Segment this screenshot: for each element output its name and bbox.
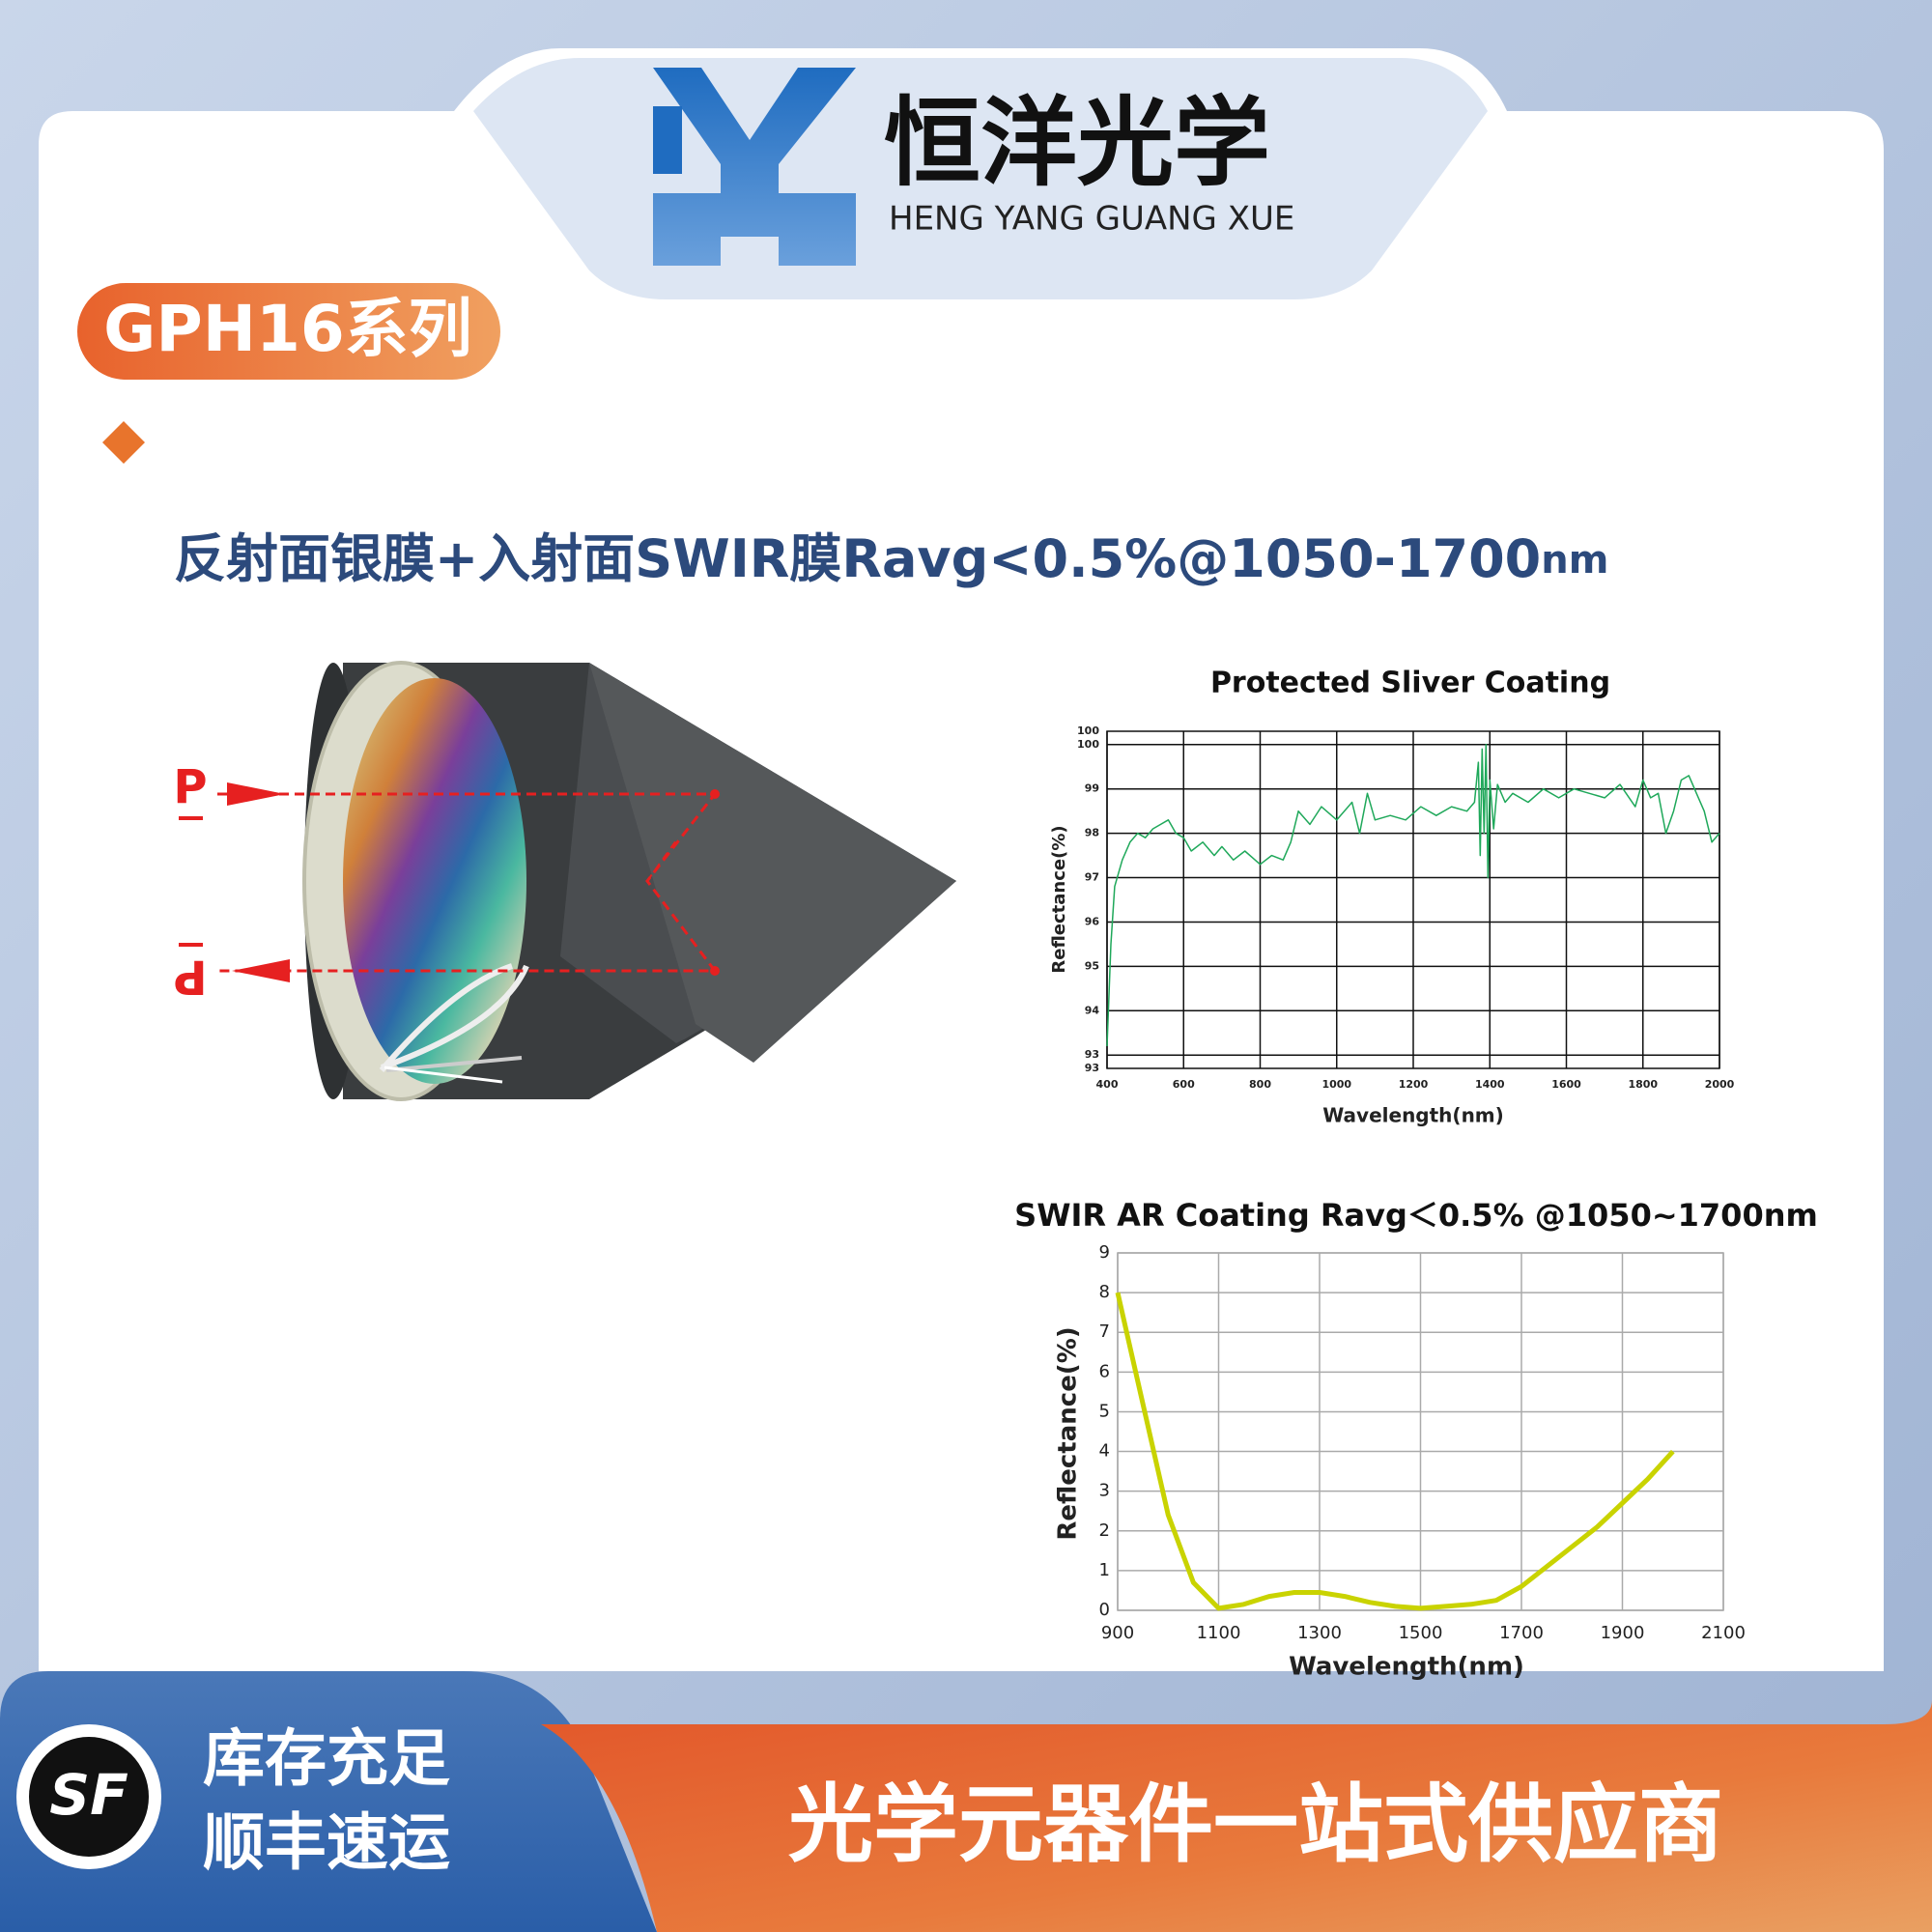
footer-left-line: 顺丰速运 (203, 1808, 450, 1880)
y-tick-label: 1 (1099, 1560, 1110, 1580)
y-tick-label: 2 (1099, 1520, 1110, 1541)
y-tick-label: 94 (1085, 1004, 1100, 1016)
data-line (1115, 1292, 1675, 1611)
x-tick-label: 1400 (1475, 1078, 1505, 1091)
y-tick-label: 6 (1099, 1361, 1110, 1381)
y-tick-label: 99 (1085, 782, 1099, 795)
y-axis-label: Reflectance(%) (1054, 1326, 1083, 1540)
footer-left-line: 库存充足 (203, 1724, 450, 1796)
x-tick-label: 2000 (1705, 1078, 1735, 1091)
sf-logo-inner (29, 1737, 149, 1857)
data-line (1106, 744, 1720, 1047)
y-tick-label: 97 (1085, 871, 1099, 884)
bullet (102, 421, 145, 464)
brand-en: HENG YANG GUANG XUE (889, 200, 1294, 239)
charts: Protected Sliver Coating9393949596979899… (1014, 667, 1818, 1682)
prism-illustration (179, 661, 956, 1101)
x-tick-label: 1900 (1601, 1623, 1645, 1643)
y-tick-label: 93 (1085, 1062, 1099, 1074)
y-tick-label: 93 (1085, 1048, 1099, 1061)
feature-text: 反射面银膜+入射面SWIR膜Ravg<0.5%@1050-1700 (174, 528, 1541, 589)
x-tick-label: 1000 (1321, 1078, 1351, 1091)
y-tick-label: 3 (1099, 1481, 1110, 1501)
x-tick-label: 900 (1101, 1623, 1134, 1643)
y-axis-label: Reflectance(%) (1049, 825, 1069, 973)
y-tick-label: 5 (1099, 1401, 1110, 1421)
x-tick-label: 1200 (1399, 1078, 1429, 1091)
badge-text: GPH16系列 (103, 292, 472, 366)
x-tick-label: 2100 (1701, 1623, 1746, 1643)
y-tick-label: 100 (1077, 724, 1099, 737)
y-tick-label: 100 (1077, 738, 1099, 751)
feature-unit: nm (1541, 538, 1608, 582)
feature: 反射面银膜+入射面SWIR膜Ravg<0.5%@1050-1700nm (174, 528, 1608, 589)
y-tick-label: 9 (1099, 1242, 1110, 1263)
x-tick-label: 600 (1173, 1078, 1195, 1091)
slogan: 光学元器件一站式供应商 (788, 1775, 1723, 1874)
x-tick-label: 1500 (1399, 1623, 1443, 1643)
x-tick-label: 1700 (1499, 1623, 1544, 1643)
y-tick-label: 95 (1085, 959, 1099, 972)
y-tick-label: 0 (1099, 1600, 1110, 1620)
y-tick-label: 4 (1099, 1441, 1110, 1462)
series-badge (77, 283, 500, 380)
y-tick-label: 96 (1085, 915, 1100, 927)
x-tick-label: 1800 (1628, 1078, 1658, 1091)
chart-title: Protected Sliver Coating (1210, 667, 1610, 700)
x-axis-label: Wavelength(nm) (1289, 1653, 1524, 1682)
beam-label: P (173, 950, 207, 1004)
chart-title: SWIR AR Coating Ravg＜0.5% @1050~1700nm (1014, 1197, 1818, 1234)
logo-mark (653, 68, 856, 266)
x-axis-label: Wavelength(nm) (1322, 1104, 1504, 1127)
x-tick-label: 1100 (1197, 1623, 1241, 1643)
x-tick-label: 800 (1249, 1078, 1271, 1091)
sf-logo-text: SF (49, 1762, 128, 1828)
x-tick-label: 1300 (1297, 1623, 1342, 1643)
y-tick-label: 7 (1099, 1321, 1110, 1342)
x-tick-label: 400 (1096, 1078, 1119, 1091)
y-tick-label: 8 (1099, 1282, 1110, 1302)
card (39, 48, 1884, 1671)
x-tick-label: 1600 (1551, 1078, 1581, 1091)
footer-left-panel (0, 1671, 657, 1932)
y-tick-label: 98 (1085, 827, 1099, 839)
footer-bar (541, 1700, 1932, 1932)
plot-frame (1106, 730, 1720, 1069)
beam-label: P (173, 760, 207, 814)
brand-cn: 恒洋光学 (884, 86, 1270, 199)
